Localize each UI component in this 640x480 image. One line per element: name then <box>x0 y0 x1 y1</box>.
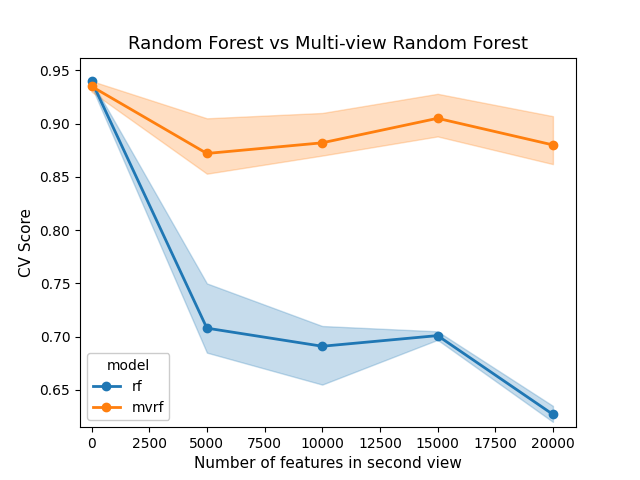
rf <box>318 343 326 349</box>
mvrf <box>549 142 557 148</box>
Y-axis label: CV Score: CV Score <box>19 208 34 277</box>
X-axis label: Number of features in second view: Number of features in second view <box>194 456 462 471</box>
Title: Random Forest vs Multi-view Random Forest: Random Forest vs Multi-view Random Fores… <box>128 35 528 53</box>
mvrf <box>434 115 442 121</box>
rf <box>88 78 95 84</box>
Line: mvrf: mvrf <box>88 82 557 157</box>
mvrf <box>318 140 326 146</box>
mvrf <box>203 151 211 156</box>
rf <box>203 325 211 331</box>
Line: rf: rf <box>88 77 557 419</box>
rf <box>549 411 557 417</box>
rf <box>434 333 442 338</box>
Legend: rf, mvrf: rf, mvrf <box>87 353 170 420</box>
mvrf <box>88 84 95 89</box>
